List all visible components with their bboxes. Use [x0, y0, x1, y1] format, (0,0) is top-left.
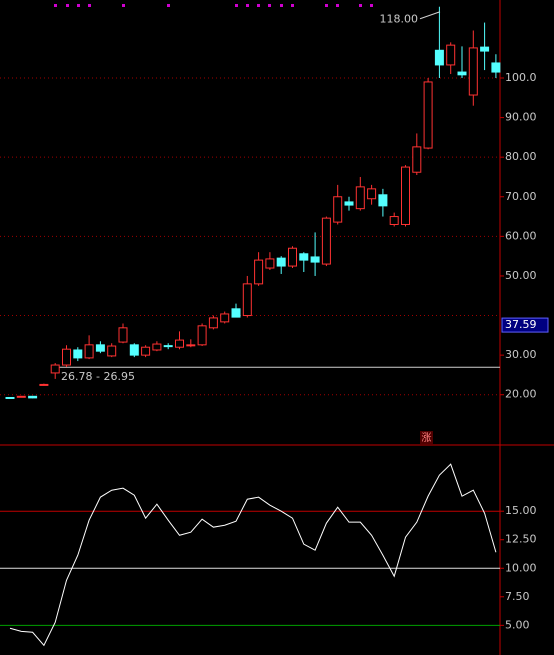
y-tick-label: 60.00 — [505, 229, 537, 242]
candle-body — [152, 343, 162, 351]
candle-body — [446, 44, 456, 66]
candle-body — [163, 345, 173, 348]
candle-body — [186, 344, 196, 347]
range-label: 26.78 - 26.95 — [61, 370, 135, 383]
candle-body — [333, 196, 343, 223]
candle-body — [84, 344, 94, 359]
candle-body — [16, 395, 26, 398]
y-tick-label: 5.00 — [505, 618, 530, 631]
y-tick-label: 12.50 — [505, 533, 537, 546]
candle-body — [62, 348, 71, 366]
candle-body — [39, 383, 49, 386]
last-price-label: 37.59 — [505, 318, 537, 331]
candle-body — [220, 313, 230, 323]
y-tick-label: 50.00 — [505, 269, 537, 282]
candle-body — [434, 49, 444, 66]
marker-box — [420, 431, 433, 444]
candle-body — [231, 308, 241, 318]
candle-body — [28, 395, 38, 399]
candle-body — [50, 364, 60, 374]
y-tick-label: 90.00 — [505, 111, 537, 124]
last-price-box — [501, 317, 549, 333]
candle-body — [401, 166, 410, 225]
y-tick-label: 7.50 — [505, 590, 530, 603]
candle-body — [242, 283, 252, 317]
candle-body — [129, 344, 139, 356]
candle-body — [5, 396, 15, 399]
candle-body — [299, 253, 309, 261]
candle-body — [254, 259, 264, 285]
signal-dots — [54, 4, 373, 7]
candle-body — [321, 217, 331, 265]
high-label: 118.00 — [380, 13, 419, 26]
y-tick-label: 30.00 — [505, 348, 537, 361]
candle-body — [457, 71, 467, 76]
candle-body — [423, 81, 433, 149]
candle-body — [95, 344, 105, 352]
candle-body — [468, 47, 478, 96]
candle-body — [355, 186, 365, 210]
candle-body — [491, 62, 501, 73]
y-tick-label: 70.00 — [505, 190, 537, 203]
candle-body — [276, 257, 286, 267]
candle-body — [118, 327, 128, 343]
candle-body — [480, 46, 490, 52]
candle-body — [208, 317, 218, 329]
candle-body — [367, 188, 377, 200]
candle-body — [265, 258, 275, 269]
candle-body — [107, 345, 117, 357]
candle-body — [344, 201, 354, 206]
candle-body — [389, 216, 399, 225]
candle-body — [288, 247, 297, 267]
y-tick-label: 80.00 — [505, 150, 537, 163]
candle-body — [378, 194, 388, 207]
candle-body — [175, 339, 184, 348]
candle-body — [141, 346, 151, 356]
y-tick-label: 10.00 — [505, 561, 537, 574]
y-tick-label: 15.00 — [505, 504, 537, 517]
marker: 涨 — [422, 432, 432, 444]
candle-body — [412, 146, 422, 173]
candle-body — [197, 325, 207, 346]
candle-body — [310, 256, 320, 263]
candle-body — [73, 349, 83, 359]
high-pointer — [419, 11, 441, 20]
indicator-line — [9, 463, 497, 647]
y-tick-label: 20.00 — [505, 388, 537, 401]
y-tick-label: 100.0 — [505, 71, 537, 84]
